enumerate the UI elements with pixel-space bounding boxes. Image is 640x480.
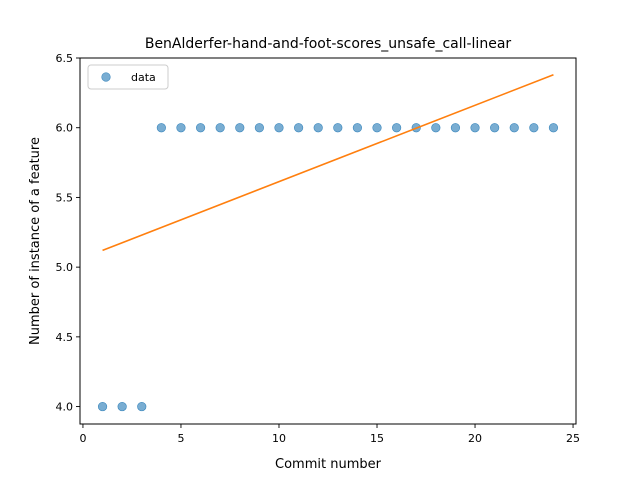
data-point (509, 123, 519, 133)
y-axis-label: Number of instance of a feature (28, 137, 43, 345)
data-point (215, 123, 225, 133)
data-point (176, 123, 186, 133)
data-point (156, 123, 166, 133)
data-point (392, 123, 402, 133)
data-point (137, 401, 147, 412)
data-point (254, 123, 264, 133)
legend-marker (101, 72, 111, 82)
data-point (470, 123, 480, 133)
data-point (313, 123, 323, 133)
x-tick-label: 5 (177, 432, 184, 445)
axis-ticks: 0 5 10 15 20 25 4.0 4.5 5.0 5.5 6.0 6.5 (56, 52, 581, 445)
data-point (490, 123, 500, 133)
y-tick-label: 5.5 (56, 191, 74, 204)
y-tick-label: 6.5 (56, 52, 74, 65)
plot-area (97, 73, 559, 412)
data-point (235, 123, 245, 133)
data-point (372, 123, 382, 133)
data-point (274, 123, 284, 133)
fit-line (102, 73, 554, 252)
legend-label: data (131, 71, 156, 84)
data-point (333, 123, 343, 133)
data-point (529, 123, 539, 133)
x-axis-label: Commit number (275, 457, 382, 472)
y-tick-label: 5.0 (56, 261, 74, 274)
x-tick-label: 10 (272, 432, 286, 445)
x-tick-label: 20 (468, 432, 482, 445)
data-point (293, 123, 304, 133)
data-point (548, 123, 559, 133)
data-point (97, 401, 108, 412)
chart-title: BenAlderfer-hand-and-foot-scores_unsafe_… (145, 36, 512, 52)
y-tick-label: 6.0 (56, 122, 74, 135)
x-tick-label: 0 (79, 432, 86, 445)
x-tick-label: 25 (566, 432, 580, 445)
data-point (117, 401, 127, 412)
data-point (195, 123, 206, 133)
x-tick-label: 15 (370, 432, 384, 445)
legend: data (87, 64, 169, 90)
data-point (352, 123, 363, 133)
data-point (431, 123, 441, 133)
data-point (450, 123, 461, 133)
y-tick-label: 4.0 (56, 401, 74, 414)
legend-box (87, 64, 169, 90)
y-tick-label: 4.5 (56, 331, 74, 344)
plot-frame (79, 57, 577, 425)
